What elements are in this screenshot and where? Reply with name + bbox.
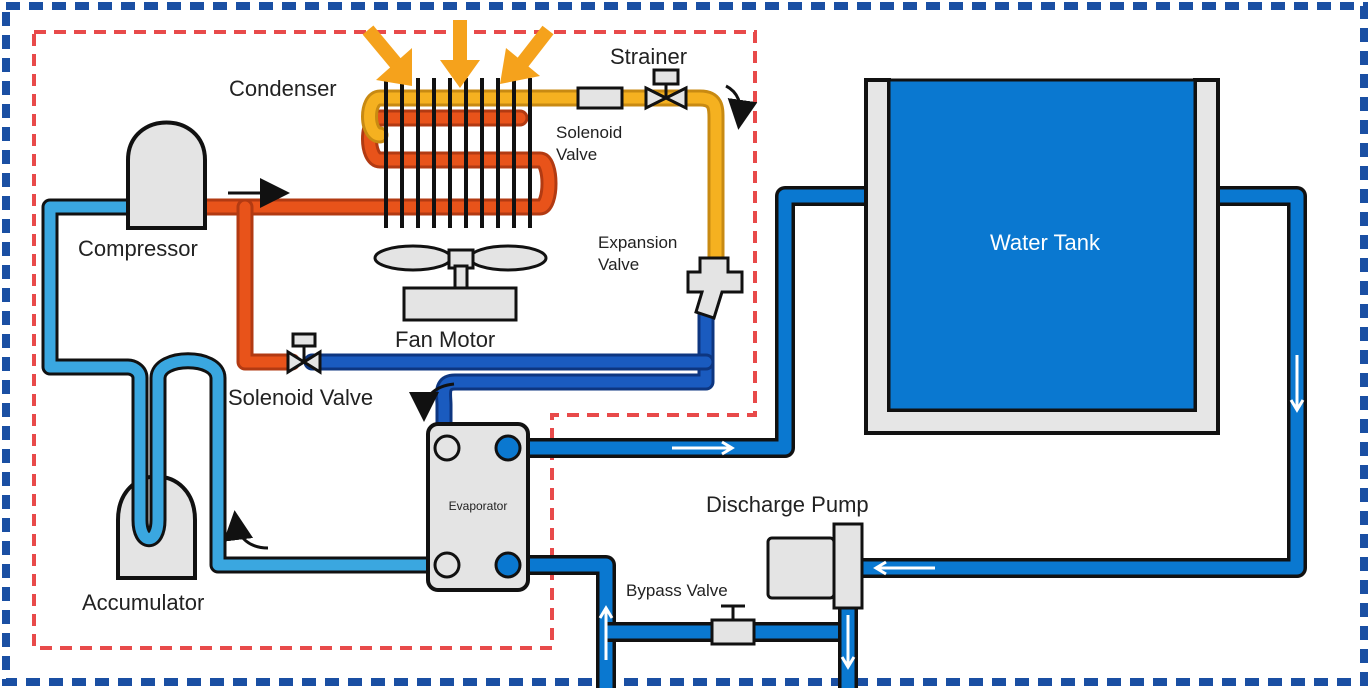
refrigerant-flow-arrows bbox=[223, 84, 758, 550]
condenser-fins bbox=[384, 78, 532, 228]
bypass-valve-label: Bypass Valve bbox=[626, 581, 728, 600]
evaporator-label: Evaporator bbox=[449, 499, 508, 513]
compressor-label: Compressor bbox=[78, 236, 198, 261]
refrigeration-unit-boundary bbox=[32, 30, 757, 650]
water-flow-arrows bbox=[598, 355, 1305, 670]
refrigerant-circuit bbox=[41, 89, 725, 574]
heat-rejection-arrows bbox=[362, 20, 554, 88]
fan-motor-label: Fan Motor bbox=[395, 327, 495, 352]
expansion-valve-label-line2: Valve bbox=[598, 255, 639, 274]
condenser-fan bbox=[373, 244, 548, 322]
discharge-pump bbox=[766, 522, 864, 610]
compressor bbox=[126, 120, 207, 230]
bypass-valve bbox=[710, 604, 756, 646]
solenoid-valve-top-label-line2: Valve bbox=[556, 145, 597, 164]
discharge-pump-label: Discharge Pump bbox=[706, 492, 869, 517]
strainer bbox=[576, 86, 624, 110]
expansion-valve-label-line1: Expansion bbox=[598, 233, 677, 252]
accumulator-label: Accumulator bbox=[82, 590, 204, 615]
solenoid-valve-top bbox=[644, 68, 688, 111]
water-tank-label: Water Tank bbox=[990, 230, 1101, 255]
evaporator bbox=[426, 422, 530, 592]
condenser-label: Condenser bbox=[229, 76, 337, 101]
strainer-label: Strainer bbox=[610, 44, 687, 69]
solenoid-valve-bottom bbox=[286, 332, 322, 375]
solenoid-valve-bottom-label: Solenoid Valve bbox=[228, 385, 373, 410]
solenoid-valve-top-label-line1: Solenoid bbox=[556, 123, 622, 142]
accumulator bbox=[116, 460, 197, 580]
expansion-valve bbox=[686, 256, 744, 320]
water-tank bbox=[864, 78, 1220, 435]
